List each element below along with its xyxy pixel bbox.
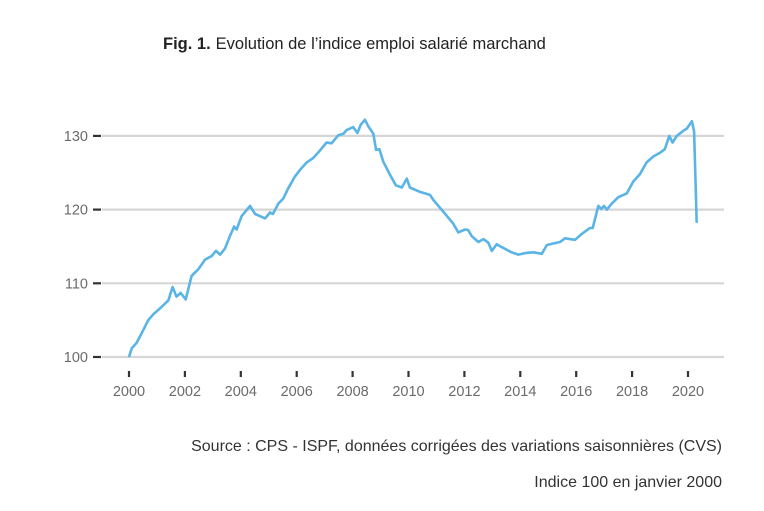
x-tick-label: 2006 [281, 384, 313, 400]
y-tick-label: 110 [65, 276, 88, 292]
figure-label: Fig. 1. [163, 35, 211, 53]
x-tick-label: 2000 [113, 384, 145, 400]
y-tick-label: 130 [64, 129, 88, 145]
series-line [127, 118, 698, 358]
source-note: Source : CPS - ISPF, données corrigées d… [191, 438, 722, 455]
x-tick-label: 2004 [225, 384, 257, 400]
x-tick-label: 2016 [560, 384, 592, 400]
x-tick-label: 2002 [169, 384, 201, 400]
x-tick-label: 2012 [448, 384, 480, 400]
y-tick-label: 120 [64, 203, 88, 219]
chart-title: Fig. 1. Evolution de l’indice emploi sala… [163, 35, 546, 53]
x-tick-label: 2014 [504, 384, 536, 400]
x-tick-label: 2020 [672, 384, 704, 400]
x-tick-label: 2010 [392, 384, 424, 400]
x-tick-label: 2008 [336, 384, 368, 400]
x-tick-label: 2018 [616, 384, 648, 400]
y-tick-label: 100 [64, 350, 88, 366]
base-note: Indice 100 en janvier 2000 [534, 474, 722, 491]
title-text: Evolution de l’indice emploi salarié mar… [216, 35, 546, 53]
